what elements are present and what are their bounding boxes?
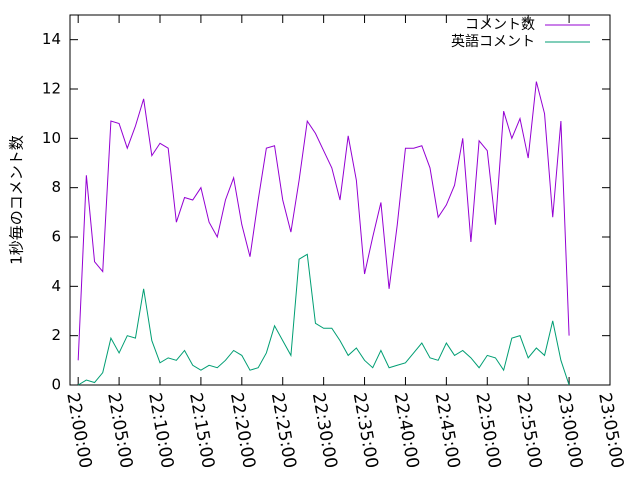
y-tick-label: 12 (42, 80, 61, 98)
x-tick-label: 22:10:00 (144, 391, 177, 470)
y-tick-label: 14 (42, 30, 61, 48)
x-tick-label: 22:15:00 (185, 391, 218, 470)
legend-label: 英語コメント (451, 33, 535, 50)
x-tick-label: 23:05:00 (594, 391, 627, 470)
x-tick-label: 22:45:00 (431, 391, 464, 470)
y-tick-label: 4 (51, 277, 61, 295)
y-tick-label: 8 (51, 178, 61, 196)
x-tick-label: 22:35:00 (349, 391, 382, 470)
x-tick-label: 22:25:00 (267, 391, 300, 470)
x-tick-label: 22:40:00 (390, 391, 423, 470)
x-tick-label: 22:30:00 (308, 391, 341, 470)
series-line (77, 81, 570, 361)
y-axis-label: 1秒毎のコメント数 (8, 135, 26, 265)
plot-frame (69, 14, 611, 386)
y-tick-label: 10 (42, 129, 61, 147)
x-tick-label: 22:50:00 (471, 391, 504, 470)
x-tick-label: 22:20:00 (226, 391, 259, 470)
legend-label: コメント数 (465, 17, 535, 33)
y-tick-label: 6 (51, 228, 61, 246)
x-tick-label: 22:55:00 (512, 391, 545, 470)
y-tick-label: 2 (51, 326, 61, 344)
x-tick-label: 22:05:00 (103, 391, 136, 470)
series-line (77, 253, 570, 386)
x-tick-label: 22:00:00 (62, 391, 95, 470)
x-tick-label: 23:00:00 (553, 391, 586, 470)
y-tick-label: 0 (51, 376, 61, 394)
